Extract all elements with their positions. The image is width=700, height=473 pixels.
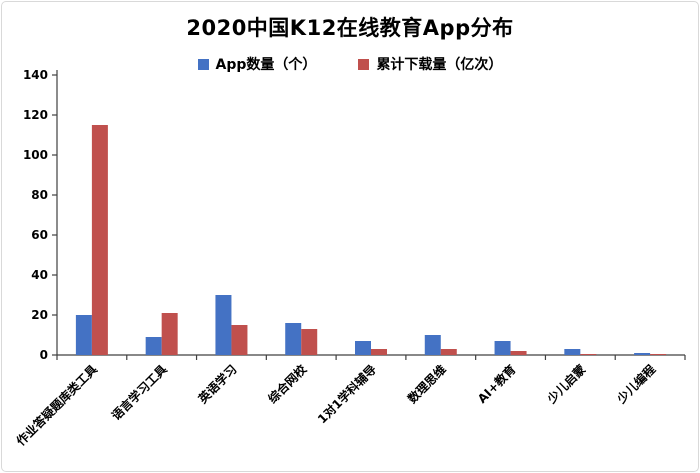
bar-downloads-1 bbox=[161, 313, 178, 355]
bar-app-count-6 bbox=[494, 341, 511, 355]
x-axis-label: 数理思维 bbox=[404, 362, 449, 407]
y-axis-label: 0 bbox=[40, 348, 48, 362]
legend-item-app-count: App数量（个） bbox=[197, 54, 317, 74]
x-axis-label: AI+教育 bbox=[474, 362, 518, 406]
legend-swatch-app-count bbox=[197, 58, 209, 70]
x-axis-label: 1对1学科辅导 bbox=[314, 362, 379, 427]
bar-downloads-4 bbox=[371, 349, 387, 355]
bar-app-count-1 bbox=[145, 337, 162, 355]
bar-downloads-3 bbox=[301, 329, 318, 355]
bar-downloads-7 bbox=[580, 354, 597, 355]
y-axis-label: 20 bbox=[31, 308, 48, 322]
legend-label-app-count: App数量（个） bbox=[215, 57, 317, 73]
bar-app-count-8 bbox=[634, 353, 651, 355]
chart-title: 2020中国K12在线教育App分布 bbox=[186, 16, 514, 40]
legend-swatch-downloads bbox=[358, 58, 370, 70]
bar-app-count-3 bbox=[285, 323, 302, 355]
legend: App数量（个） 累计下载量（亿次） bbox=[0, 54, 700, 74]
y-axis-label: 120 bbox=[23, 108, 48, 122]
x-axis-label: 英语学习 bbox=[195, 362, 240, 407]
bar-app-count-2 bbox=[215, 295, 232, 355]
y-axis-label: 60 bbox=[31, 228, 48, 242]
bar-downloads-0 bbox=[91, 125, 108, 355]
y-axis-label: 80 bbox=[31, 188, 48, 202]
bar-downloads-8 bbox=[650, 354, 667, 355]
bar-downloads-6 bbox=[510, 351, 527, 355]
bar-app-count-0 bbox=[75, 315, 92, 355]
legend-label-downloads: 累计下载量（亿次） bbox=[376, 57, 503, 73]
x-axis-label: 语言学习工具 bbox=[108, 362, 170, 424]
bar-downloads-2 bbox=[231, 325, 248, 355]
y-axis-label: 100 bbox=[23, 148, 48, 162]
bar-downloads-5 bbox=[440, 349, 457, 355]
x-axis-label: 作业答疑题库类工具 bbox=[13, 362, 100, 449]
legend-item-downloads: 累计下载量（亿次） bbox=[358, 54, 502, 74]
y-axis-label: 140 bbox=[23, 68, 48, 82]
x-axis-label: 少儿编程 bbox=[613, 362, 658, 407]
plot-area: 0 20 40 60 80 100 120 140 作业答疑题库类工具 语言学习工具 英语学习 综合网… bbox=[13, 68, 686, 449]
bar-app-count-5 bbox=[424, 335, 441, 355]
bar-app-count-4 bbox=[355, 341, 371, 355]
x-axis-label: 少儿启蒙 bbox=[543, 362, 588, 407]
x-axis-label: 综合网校 bbox=[265, 361, 310, 406]
bar-app-count-7 bbox=[564, 349, 581, 355]
y-axis-label: 40 bbox=[31, 268, 48, 282]
